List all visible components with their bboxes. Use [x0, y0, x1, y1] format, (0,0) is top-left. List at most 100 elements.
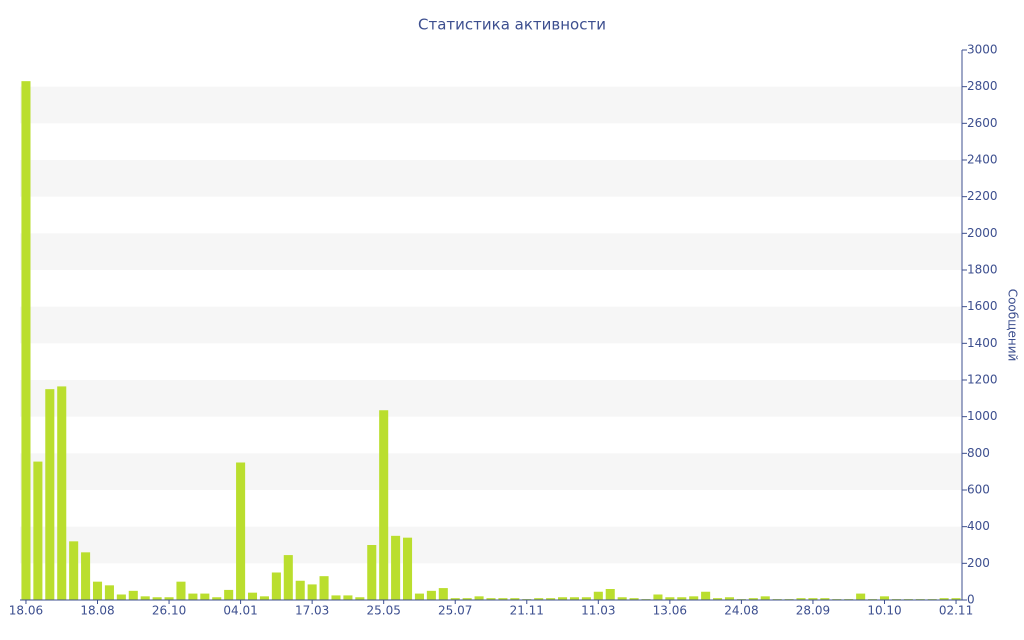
y-tick-label: 2600	[967, 116, 998, 130]
grid-band	[20, 453, 962, 490]
bar	[176, 581, 186, 600]
bar	[379, 410, 389, 600]
grid-band	[20, 86, 962, 124]
y-tick-label: 800	[967, 446, 990, 460]
bar	[617, 597, 627, 600]
bar	[152, 597, 162, 600]
bar	[319, 576, 329, 600]
y-tick-label: 1200	[967, 373, 998, 387]
x-tick-label: 04.01	[223, 604, 257, 618]
bar	[33, 461, 43, 600]
bar	[748, 598, 758, 600]
bar	[128, 590, 138, 600]
bar	[57, 386, 67, 600]
bar	[355, 597, 365, 600]
bar	[653, 594, 663, 600]
bar	[498, 598, 508, 600]
bar	[45, 389, 55, 600]
bar	[820, 598, 830, 600]
bar	[164, 597, 174, 600]
bar	[307, 584, 317, 600]
bar	[558, 597, 568, 600]
bar	[224, 589, 234, 600]
y-tick-label: 2000	[967, 226, 998, 240]
grid-band	[20, 160, 962, 197]
y-tick-label: 1400	[967, 336, 998, 350]
y-tick-label: 2200	[967, 189, 998, 203]
y-tick-label: 400	[967, 519, 990, 533]
bar	[581, 597, 591, 600]
y-tick-label: 1600	[967, 299, 998, 313]
bar	[605, 589, 615, 600]
bar	[486, 598, 496, 600]
bar	[796, 598, 806, 600]
bar	[760, 596, 770, 600]
bar	[569, 597, 579, 600]
bar	[343, 595, 353, 600]
bar	[438, 588, 448, 600]
x-tick-label: 18.08	[80, 604, 114, 618]
bar	[414, 593, 424, 600]
bar	[236, 462, 246, 600]
bar	[534, 598, 544, 600]
bar	[856, 593, 866, 600]
y-tick-label: 2400	[967, 153, 998, 167]
y-axis-title: Сообщений	[1006, 289, 1020, 362]
bar	[247, 592, 258, 600]
bar	[677, 597, 687, 600]
bar	[271, 572, 281, 600]
x-tick-label: 24.08	[724, 604, 758, 618]
x-tick-label: 25.05	[367, 604, 401, 618]
grid-band	[20, 526, 962, 564]
bar	[510, 598, 520, 600]
x-tick-label: 17.03	[295, 604, 329, 618]
x-tick-label: 13.06	[653, 604, 687, 618]
bar	[701, 591, 711, 600]
bar	[951, 598, 961, 600]
bar	[200, 593, 210, 600]
bar	[69, 541, 79, 600]
y-tick-label: 1800	[967, 263, 998, 277]
bar	[283, 555, 293, 600]
grid-band	[20, 306, 962, 344]
x-tick-label: 21.11	[510, 604, 544, 618]
bar	[259, 596, 269, 600]
bar	[713, 598, 723, 600]
x-tick-label: 28.09	[796, 604, 830, 618]
bar	[104, 585, 114, 600]
y-tick-label: 0	[967, 593, 975, 607]
bar	[331, 595, 341, 600]
bar	[450, 598, 460, 600]
x-tick-label: 25.07	[438, 604, 472, 618]
y-tick-label: 200	[967, 556, 990, 570]
bar	[879, 596, 890, 600]
bar	[462, 598, 472, 600]
bar	[689, 596, 699, 600]
y-tick-label: 1000	[967, 409, 998, 423]
bar	[21, 81, 31, 600]
bar	[81, 552, 91, 600]
chart-title: Статистика активности	[418, 16, 606, 34]
bar	[188, 593, 198, 600]
bar	[629, 598, 639, 600]
bar	[367, 545, 377, 600]
y-tick-label: 3000	[967, 43, 998, 57]
bar	[546, 598, 556, 600]
bar	[92, 581, 103, 600]
bar	[724, 597, 735, 600]
bar	[426, 590, 436, 600]
y-tick-label: 600	[967, 483, 990, 497]
x-tick-label: 18.06	[9, 604, 43, 618]
x-tick-label: 11.03	[581, 604, 615, 618]
y-tick-label: 2800	[967, 79, 998, 93]
bar	[116, 594, 126, 600]
bar	[140, 596, 150, 600]
grid-band	[20, 233, 962, 270]
x-tick-label: 02.11	[939, 604, 973, 618]
bar	[212, 597, 222, 600]
bar	[939, 598, 949, 600]
bar	[808, 598, 818, 600]
x-tick-label: 10.10	[867, 604, 901, 618]
